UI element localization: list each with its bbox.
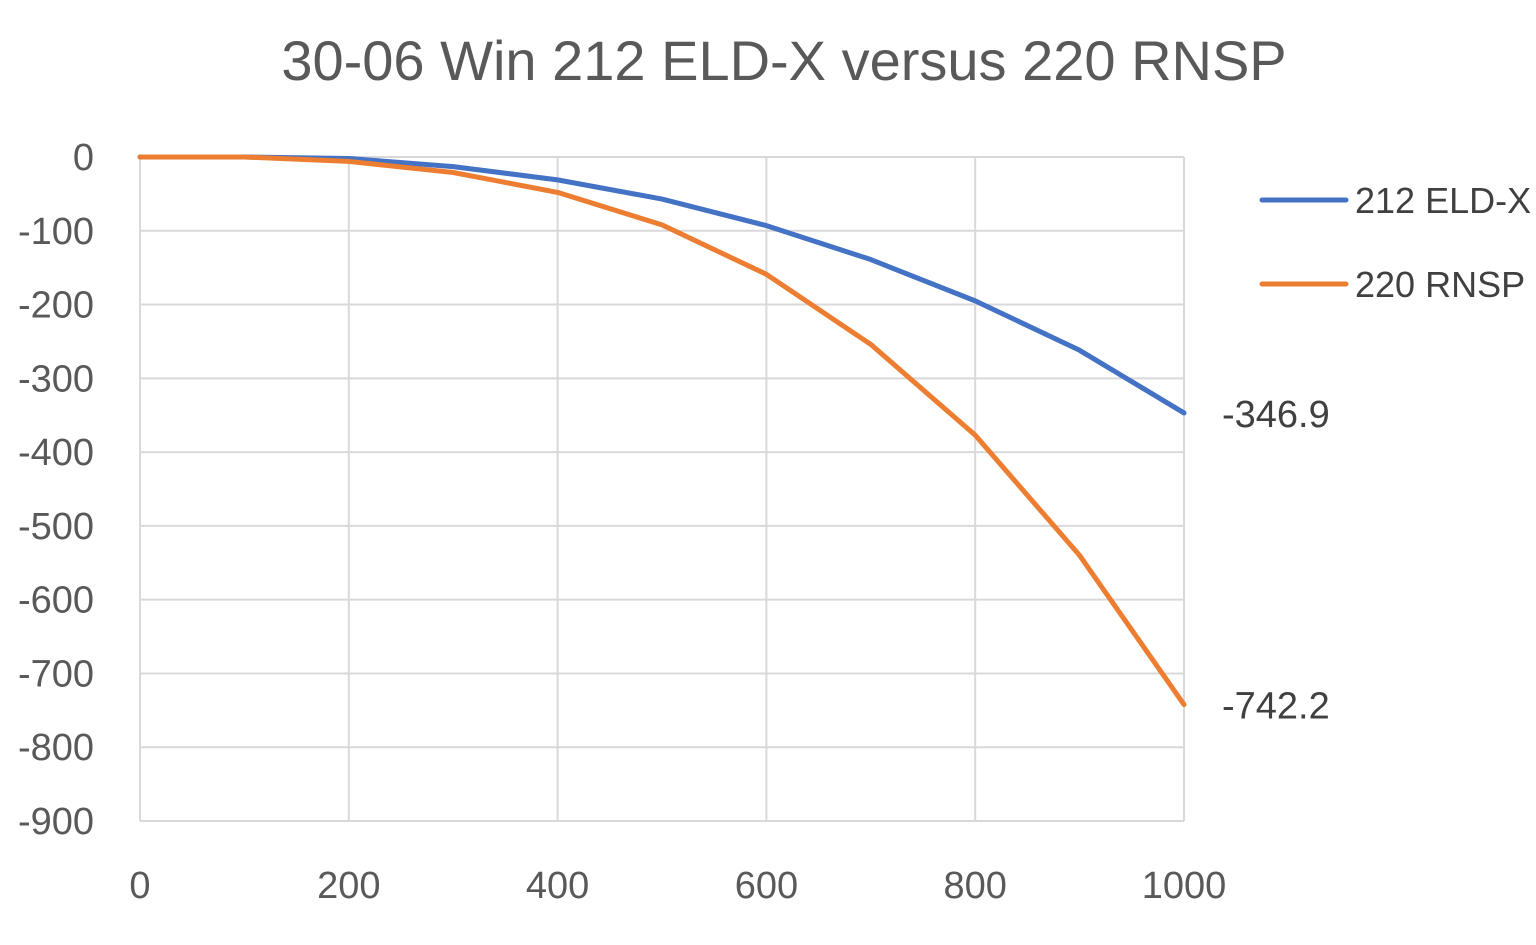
y-tick-label: -600 (18, 580, 94, 622)
y-tick-label: -500 (18, 506, 94, 548)
axis-ticks: 0 -100 -200 -300 -400 -500 -600 -700 -800 -900 0 20… (18, 137, 1226, 907)
legend: 212 ELD-X 220 RNSP (1259, 180, 1531, 305)
x-tick-label: 800 (943, 865, 1006, 907)
end-data-label-2: -742.2 (1222, 686, 1330, 728)
x-tick-label: 200 (317, 865, 380, 907)
y-tick-label: -200 (18, 285, 94, 327)
y-tick-label: -100 (18, 211, 94, 253)
series-line-1 (137, 154, 1187, 416)
x-tick-label: 1000 (1142, 865, 1227, 907)
grid (139, 156, 1185, 822)
legend-label-1: 212 ELD-X (1355, 180, 1531, 221)
y-tick-label: -300 (18, 358, 94, 400)
y-tick-label: 0 (73, 137, 94, 179)
y-tick-label: -800 (18, 727, 94, 769)
data-labels: -346.9 -742.2 (1222, 394, 1330, 728)
series-line-2 (137, 154, 1187, 708)
y-tick-label: -900 (18, 801, 94, 843)
x-tick-label: 400 (526, 865, 589, 907)
x-tick-label: 600 (735, 865, 798, 907)
chart-title: 30-06 Win 212 ELD-X versus 220 RNSP (281, 29, 1286, 92)
x-tick-label: 0 (129, 865, 150, 907)
y-tick-label: -700 (18, 653, 94, 695)
y-tick-label: -400 (18, 432, 94, 474)
legend-label-2: 220 RNSP (1355, 264, 1525, 305)
series-lines (137, 154, 1187, 708)
end-data-label-1: -346.9 (1222, 394, 1330, 436)
